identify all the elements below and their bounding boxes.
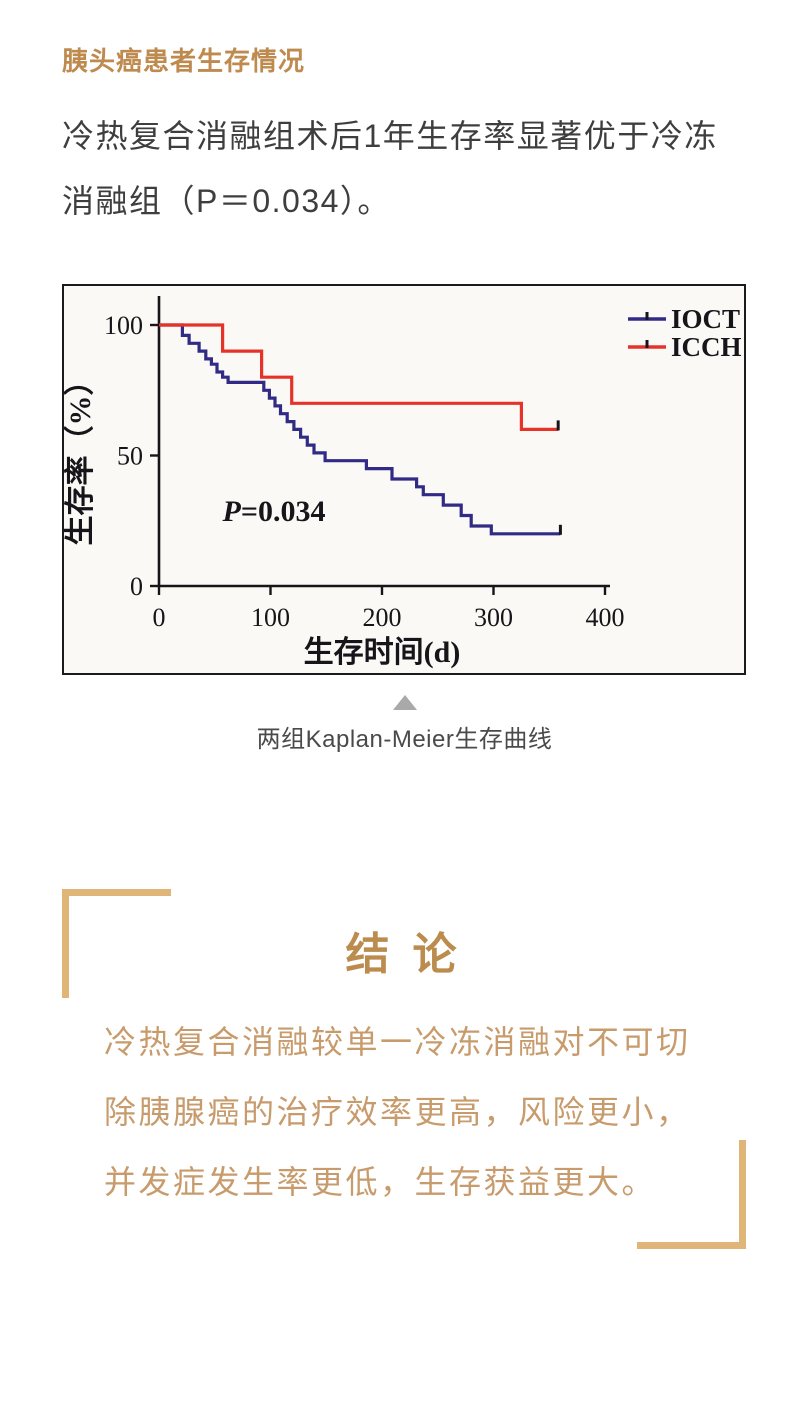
x-tick-label: 0 <box>153 603 166 632</box>
figure-caption: 两组Kaplan-Meier生存曲线 <box>256 725 553 753</box>
caption-triangle-icon <box>392 694 417 710</box>
x-tick-label: 200 <box>363 603 402 632</box>
conclusion-heading: 结 论 <box>345 929 463 979</box>
ioct-legend-label: IOCT <box>671 304 740 334</box>
conclusion-section: 结 论 冷热复合消融较单一冷冻消融对不可切除胰腺癌的治疗效率更高，风险更小，并发… <box>62 888 746 1249</box>
intro-paragraph: 冷热复合消融组术后1年生存率显著优于冷冻消融组（P＝0.034）。 <box>62 117 718 219</box>
y-tick-label: 0 <box>130 572 143 601</box>
km-figure: 0 50 100 0 100 200 300 400 生存时间(d) 生存率（%） IOCT ICCH… <box>62 283 746 675</box>
x-tick-label: 300 <box>474 603 513 632</box>
x-tick-label: 400 <box>586 603 625 632</box>
figure-caption-block: 两组Kaplan-Meier生存曲线 <box>62 694 747 757</box>
x-axis-label: 生存时间(d) <box>304 636 461 669</box>
y-tick-label: 50 <box>117 441 143 470</box>
article-page: 胰头癌患者生存情况 冷热复合消融组术后1年生存率显著优于冷冻消融组（P＝0.03… <box>0 45 800 1423</box>
conclusion-text: 冷热复合消融较单一冷冻消融对不可切除胰腺癌的治疗效率更高，风险更小，并发症发生率… <box>104 1024 691 1201</box>
corner-bracket-bottom-right-icon <box>637 1139 746 1249</box>
icch-curve <box>159 322 559 431</box>
ioct-curve <box>159 322 561 535</box>
icch-legend-label: ICCH <box>671 332 742 362</box>
p-value-annotation: P=0.034 <box>222 494 326 527</box>
y-tick-label: 100 <box>104 311 143 340</box>
kaplan-meier-chart: 0 50 100 0 100 200 300 400 生存时间(d) 生存率（%） IOCTICCH… <box>64 295 742 669</box>
y-axis-label: 生存率（%） <box>64 365 97 545</box>
corner-bracket-top-left-icon <box>62 888 171 998</box>
x-tick-label: 100 <box>251 603 290 632</box>
section-title: 胰头癌患者生存情况 <box>62 46 306 76</box>
